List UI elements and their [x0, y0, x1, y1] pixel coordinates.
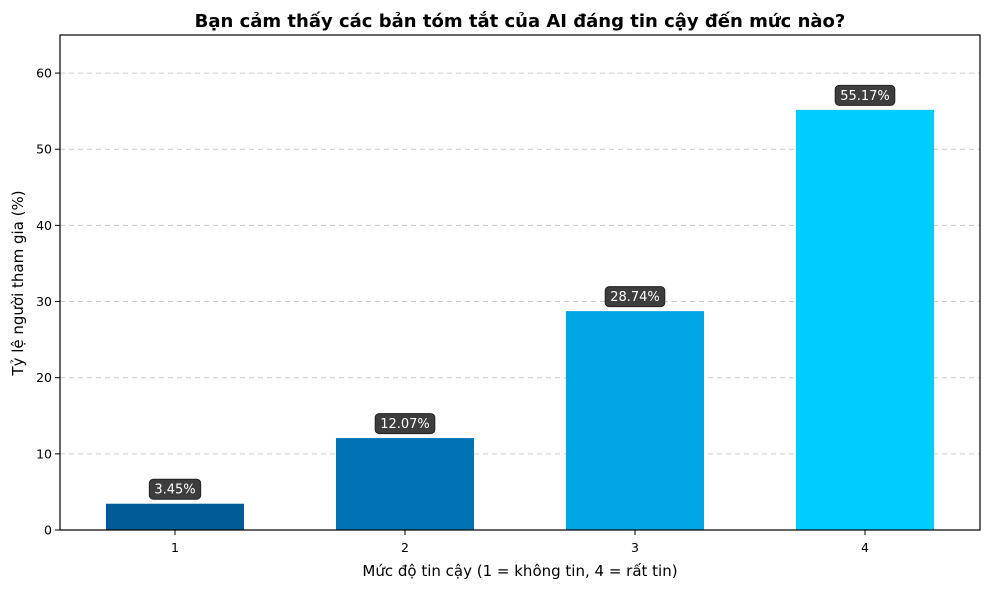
y-tick-label-60: 60: [36, 66, 52, 81]
y-tick-label-20: 20: [36, 370, 52, 385]
y-tick-label-30: 30: [36, 294, 52, 309]
data-label-box-1: [148, 478, 202, 500]
data-label-box-4: [834, 84, 896, 106]
x-tick-label-1: 1: [171, 540, 179, 555]
y-tick-label-10: 10: [36, 446, 52, 461]
bar-1: [106, 503, 244, 530]
axes: 0 10 20 30 40 50 60 1 2 3 4: [36, 66, 869, 555]
bar-3: [566, 311, 704, 530]
data-label-1: 3.45%: [148, 478, 202, 500]
y-tick-label-0: 0: [44, 523, 52, 538]
data-label-box-3: [604, 286, 666, 308]
plot-frame: [59, 34, 981, 531]
data-labels: 3.45% 12.07% 28.74% 55.17%: [148, 84, 896, 500]
data-label-text-3: 28.74%: [610, 290, 660, 305]
data-label-4: 55.17%: [834, 84, 896, 106]
data-label-text-1: 3.45%: [154, 483, 195, 498]
y-tick-label-50: 50: [36, 142, 52, 157]
x-axis-label: Mức độ tin cậy (1 = không tin, 4 = rất t…: [362, 562, 677, 580]
bar-2: [336, 438, 474, 530]
x-tick-label-4: 4: [861, 540, 869, 555]
y-tick-label-40: 40: [36, 218, 52, 233]
y-axis-label: Tỷ lệ người tham gia (%): [9, 190, 27, 376]
bar-4: [796, 109, 934, 531]
x-tick-label-2: 2: [401, 540, 409, 555]
bars: [106, 109, 934, 531]
data-label-2: 12.07%: [374, 413, 436, 435]
chart-title: Bạn cảm thấy các bản tóm tắt của AI đáng…: [195, 11, 846, 32]
data-label-box-2: [374, 413, 436, 435]
x-tick-label-3: 3: [631, 540, 639, 555]
data-label-text-4: 55.17%: [840, 89, 890, 104]
data-label-3: 28.74%: [604, 286, 666, 308]
data-label-text-2: 12.07%: [380, 417, 430, 432]
